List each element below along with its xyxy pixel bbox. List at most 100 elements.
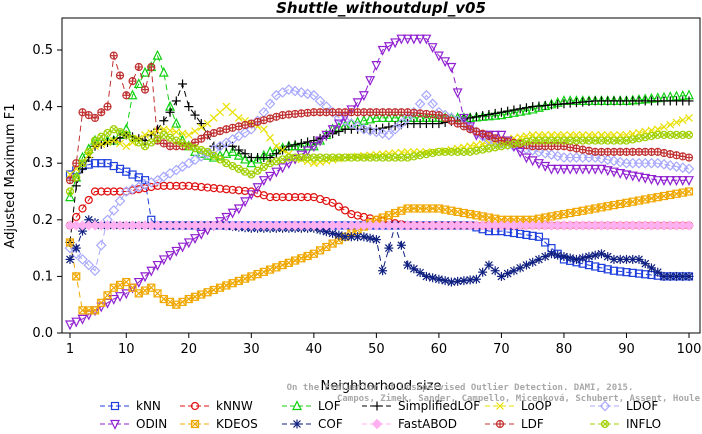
point-knnw bbox=[222, 185, 231, 194]
legend-label-ldof: LDOF bbox=[626, 399, 658, 413]
point-ldof bbox=[614, 156, 626, 168]
point-odin bbox=[415, 34, 426, 45]
y-tick-label: 0.0 bbox=[32, 326, 53, 341]
point-odin bbox=[608, 167, 619, 178]
legend-label-fastabod: FastABOD bbox=[398, 417, 457, 431]
point-ldof bbox=[652, 157, 664, 169]
point-odin bbox=[321, 130, 332, 141]
point-cof bbox=[421, 271, 431, 281]
point-inflo bbox=[578, 136, 587, 145]
point-odin bbox=[146, 266, 157, 277]
point-lof bbox=[158, 66, 169, 77]
point-loop bbox=[678, 116, 687, 125]
point-cof bbox=[628, 254, 638, 264]
point-cof bbox=[559, 252, 569, 262]
point-ldof bbox=[245, 123, 257, 135]
legend-label-cof: COF bbox=[318, 417, 343, 431]
point-inflo bbox=[566, 136, 575, 145]
point-ldof bbox=[70, 248, 82, 260]
point-loop bbox=[266, 133, 275, 142]
point-fastabod bbox=[683, 220, 695, 231]
point-knnw bbox=[115, 187, 125, 196]
plot-frame bbox=[61, 17, 701, 334]
point-odin bbox=[590, 164, 601, 175]
point-inflo bbox=[447, 147, 456, 156]
point-simplifiedlof bbox=[378, 123, 388, 133]
point-ldof bbox=[283, 84, 295, 95]
point-ldof bbox=[377, 128, 388, 139]
point-cof bbox=[409, 264, 419, 274]
point-simplifiedlof bbox=[509, 105, 519, 115]
point-cof bbox=[71, 243, 81, 253]
legend-item-fastabod: FastABOD bbox=[362, 417, 457, 431]
point-ldof bbox=[539, 147, 551, 159]
point-lof bbox=[221, 147, 232, 158]
point-odin bbox=[527, 156, 538, 167]
point-inflo bbox=[428, 148, 437, 158]
line-loop bbox=[69, 105, 690, 175]
point-knn bbox=[115, 164, 125, 173]
point-odin bbox=[333, 119, 344, 130]
point-inflo bbox=[416, 151, 425, 160]
point-simplifiedlof bbox=[465, 113, 475, 123]
point-odin bbox=[496, 130, 507, 141]
point-inflo bbox=[84, 147, 93, 156]
series-fastabod bbox=[64, 220, 695, 231]
point-cof bbox=[365, 233, 375, 243]
point-ldof bbox=[402, 112, 413, 124]
legend-swatch-marker bbox=[600, 419, 610, 429]
point-odin bbox=[408, 34, 419, 45]
point-odin bbox=[352, 98, 363, 109]
point-loop bbox=[103, 138, 112, 147]
point-loop bbox=[203, 119, 212, 128]
point-knnw bbox=[134, 185, 143, 194]
point-ldof bbox=[414, 98, 426, 110]
point-inflo bbox=[678, 130, 687, 139]
point-inflo bbox=[353, 153, 362, 162]
point-lof bbox=[127, 89, 138, 100]
point-simplifiedlof bbox=[178, 79, 188, 89]
legend-item-lof: LOF bbox=[282, 399, 341, 413]
point-ldof bbox=[677, 162, 689, 174]
point-odin bbox=[452, 88, 463, 99]
point-ldof bbox=[289, 85, 301, 97]
point-odin bbox=[533, 159, 544, 170]
point-odin bbox=[565, 164, 576, 175]
point-odin bbox=[433, 51, 444, 62]
point-cof bbox=[471, 274, 481, 284]
point-odin bbox=[652, 176, 663, 187]
point-inflo bbox=[316, 153, 325, 162]
point-cof bbox=[459, 276, 469, 286]
point-ldof bbox=[658, 158, 670, 170]
point-inflo bbox=[397, 153, 406, 162]
point-knnw bbox=[197, 182, 206, 192]
point-odin bbox=[140, 272, 151, 283]
legend-swatch-marker bbox=[190, 419, 200, 429]
point-odin bbox=[358, 91, 369, 102]
legend-label-kdeos: KDEOS bbox=[216, 417, 258, 431]
point-odin bbox=[283, 159, 294, 170]
point-knn bbox=[616, 267, 625, 276]
point-ldof bbox=[108, 205, 120, 216]
point-simplifiedlof bbox=[434, 119, 444, 129]
point-inflo bbox=[422, 150, 431, 159]
point-simplifiedlof bbox=[265, 153, 275, 163]
point-ldof bbox=[114, 195, 126, 207]
point-inflo bbox=[622, 136, 631, 145]
legend-item-inflo: INFLO bbox=[590, 417, 661, 431]
point-knnw bbox=[209, 184, 218, 193]
point-ldof bbox=[314, 95, 326, 107]
point-ldof bbox=[421, 89, 432, 101]
point-inflo bbox=[684, 130, 694, 139]
point-knn bbox=[591, 262, 600, 271]
point-cof bbox=[590, 250, 600, 260]
point-odin bbox=[258, 176, 269, 187]
point-kdeos bbox=[90, 306, 100, 315]
point-ldf bbox=[147, 62, 156, 72]
point-knnw bbox=[278, 193, 287, 202]
point-loop bbox=[672, 118, 681, 127]
point-ldf bbox=[90, 113, 100, 123]
point-odin bbox=[659, 176, 669, 187]
point-simplifiedlof bbox=[234, 145, 244, 155]
x-tick-label: 30 bbox=[243, 342, 260, 357]
